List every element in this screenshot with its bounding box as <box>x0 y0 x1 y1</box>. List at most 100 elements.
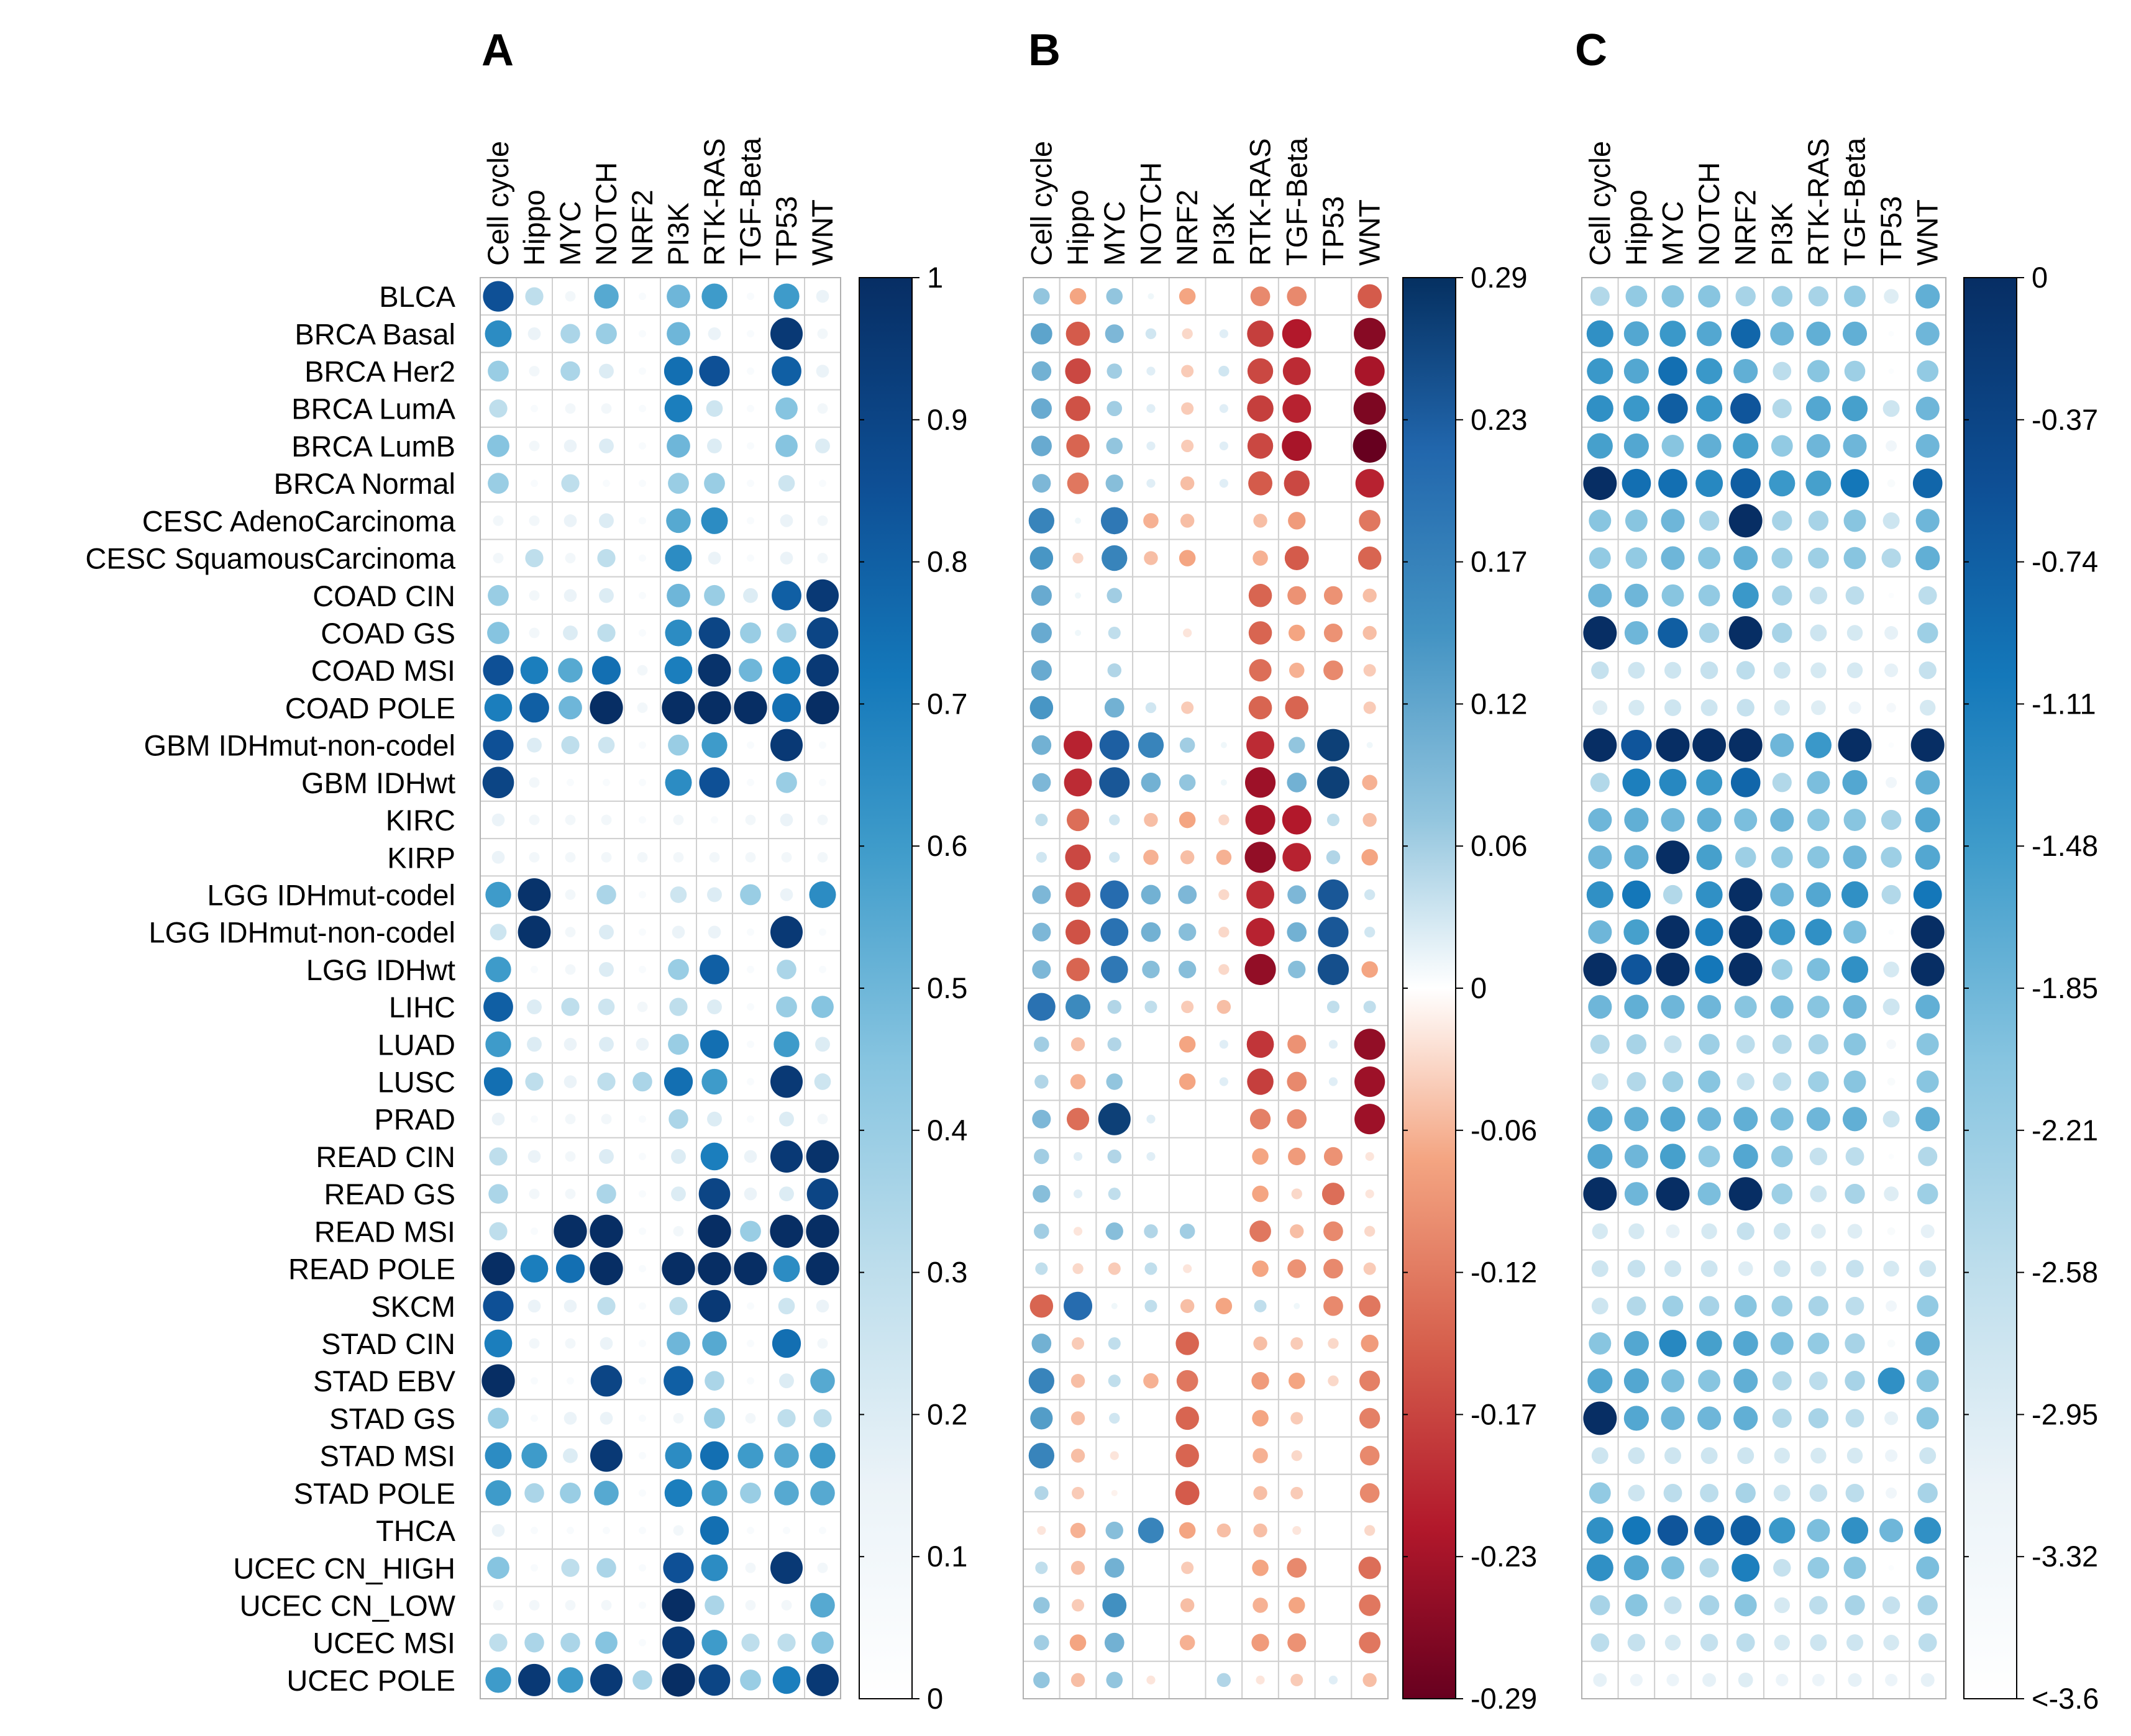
heatmap-dot <box>1728 952 1763 986</box>
row-label: BRCA Basal <box>294 317 455 350</box>
heatmap-dot <box>1738 1673 1753 1688</box>
heatmap-dot <box>1244 767 1276 798</box>
heatmap-dot <box>667 583 690 607</box>
heatmap-dot <box>1365 1189 1374 1199</box>
heatmap-dot <box>1624 845 1649 870</box>
heatmap-dot <box>1593 1673 1607 1687</box>
heatmap-dot <box>491 1112 505 1126</box>
heatmap-dot <box>665 619 692 647</box>
heatmap-dot <box>810 1481 835 1506</box>
column-label: Hippo <box>1061 189 1094 266</box>
heatmap-dot <box>740 1670 761 1691</box>
heatmap-dot <box>1735 1483 1756 1504</box>
row-label: LGG IDHmut-non-codel <box>148 916 455 949</box>
heatmap-dot <box>1660 1106 1686 1132</box>
heatmap-dot <box>1075 668 1081 673</box>
heatmap-dot <box>1179 1635 1195 1650</box>
heatmap-dot <box>1592 1223 1609 1240</box>
heatmap-dot <box>747 741 754 749</box>
heatmap-dot <box>1031 585 1052 606</box>
heatmap-dot <box>599 924 614 940</box>
heatmap-dot <box>1219 441 1228 451</box>
heatmap-dot <box>1072 1337 1085 1350</box>
heatmap-dot <box>1323 1258 1343 1279</box>
heatmap-dot <box>811 996 834 1019</box>
heatmap-dot <box>1846 625 1863 641</box>
column-label: NRF2 <box>626 189 659 266</box>
heatmap-dot <box>1848 1673 1862 1687</box>
heatmap-dot <box>1294 1004 1300 1010</box>
heatmap-dot <box>1221 294 1226 299</box>
heatmap-dot <box>699 767 730 798</box>
colorbar-tick-label: -0.74 <box>2032 545 2098 578</box>
heatmap-dot <box>487 435 509 457</box>
heatmap-dot <box>1625 547 1648 569</box>
heatmap-dot <box>816 289 829 303</box>
heatmap-dot <box>561 998 580 1016</box>
colorbar-tick-label: -2.21 <box>2032 1114 2098 1147</box>
heatmap-dot <box>1363 701 1376 714</box>
heatmap-dot <box>773 1255 800 1283</box>
heatmap-dot <box>1328 1040 1338 1049</box>
heatmap-dot <box>488 1184 508 1204</box>
heatmap-dot <box>1728 915 1763 949</box>
grid-cell <box>1654 1399 1692 1438</box>
heatmap-dot <box>561 1558 580 1577</box>
heatmap-dot <box>1699 511 1720 531</box>
heatmap-dot <box>1917 622 1938 643</box>
heatmap-dot <box>1146 479 1156 488</box>
heatmap-dot <box>1221 1640 1226 1645</box>
heatmap-dot <box>1143 513 1159 529</box>
heatmap-dot <box>1591 1447 1609 1465</box>
heatmap-dot <box>1698 1070 1721 1093</box>
heatmap-dot <box>698 653 731 687</box>
heatmap-dot <box>1354 356 1385 386</box>
heatmap-dot <box>1220 779 1227 786</box>
row-label: READ CIN <box>316 1140 455 1173</box>
heatmap-dot <box>747 442 754 450</box>
heatmap-dot <box>1699 1296 1720 1316</box>
heatmap-dot <box>1915 396 1940 420</box>
heatmap-dot <box>1330 1416 1336 1421</box>
heatmap-dot <box>1070 1561 1085 1575</box>
heatmap-dot <box>1656 952 1690 986</box>
heatmap-dot <box>484 1329 513 1358</box>
heatmap-dot <box>668 1034 689 1055</box>
heatmap-dot <box>1918 1633 1937 1652</box>
column-label: NRF2 <box>1170 189 1203 266</box>
heatmap-dot <box>698 1289 731 1322</box>
heatmap-dot <box>563 1448 578 1463</box>
heatmap-dot <box>1247 1068 1274 1095</box>
heatmap-dot <box>599 1149 614 1164</box>
heatmap-dot <box>1888 330 1894 337</box>
heatmap-dot <box>1221 1153 1226 1159</box>
heatmap-dot <box>1099 767 1130 798</box>
heatmap-dot <box>1364 889 1376 901</box>
heatmap-dot <box>1323 660 1343 681</box>
row-label: COAD GS <box>321 617 455 650</box>
heatmap-dot <box>1917 1595 1938 1616</box>
heatmap-dot <box>777 1634 796 1652</box>
heatmap-dot <box>1915 994 1940 1019</box>
heatmap-dot <box>637 852 648 863</box>
heatmap-dot <box>561 474 580 493</box>
heatmap-dot <box>1772 773 1792 793</box>
heatmap-dot <box>639 1414 646 1422</box>
heatmap-dot <box>1910 915 1945 949</box>
grid-cell <box>732 277 769 316</box>
heatmap-dot <box>1104 1632 1125 1653</box>
heatmap-dot <box>806 1252 839 1286</box>
heatmap-dot <box>1917 1483 1938 1504</box>
heatmap-dot <box>1246 881 1274 909</box>
heatmap-dot <box>741 1634 760 1652</box>
heatmap-dot <box>1843 809 1866 832</box>
grid-cell <box>1205 1511 1243 1550</box>
heatmap-dot <box>637 1001 648 1012</box>
heatmap-dot <box>1111 1302 1118 1309</box>
heatmap-dot <box>1807 846 1830 869</box>
heatmap-dot <box>1035 1262 1048 1275</box>
heatmap-dot <box>819 741 826 749</box>
heatmap-dot <box>1845 1483 1864 1502</box>
grid-cell <box>1205 800 1243 840</box>
heatmap-dot <box>1253 1448 1268 1463</box>
